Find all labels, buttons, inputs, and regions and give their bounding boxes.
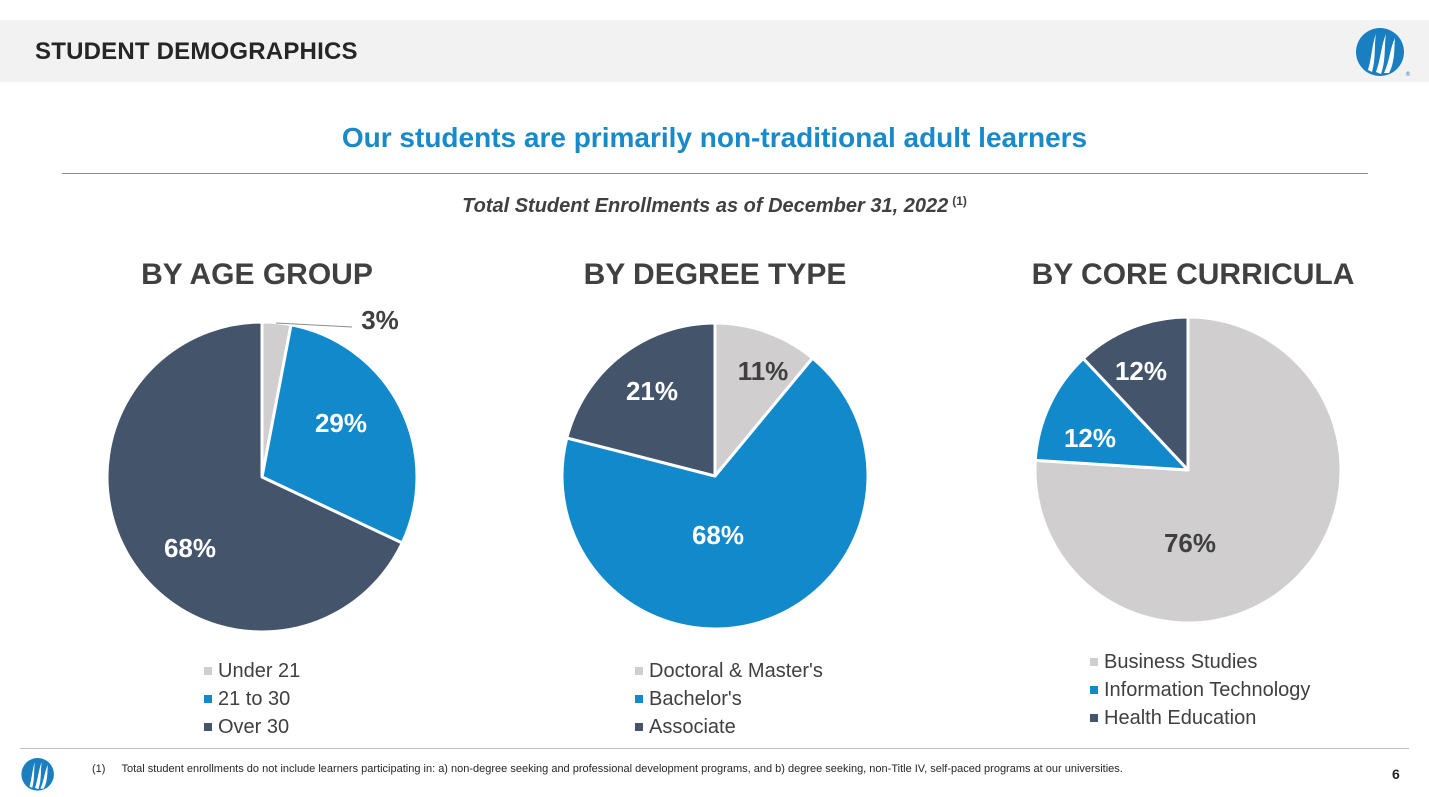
pie-slice [260, 323, 419, 545]
footnote-text: Total student enrollments do not include… [121, 763, 1123, 775]
pie-slice [565, 321, 717, 478]
footnote: (1) Total student enrollments do not incl… [92, 763, 1123, 775]
chart-title-curricula: BY CORE CURRICULA [1031, 258, 1355, 291]
footnote-number: (1) [92, 763, 106, 775]
legend-degree-type: Doctoral & Master's Bachelor's Associate [635, 657, 823, 741]
legend-age-group: Under 21 21 to 30 Over 30 [204, 657, 300, 741]
legend-item: Business Studies [1090, 648, 1310, 676]
legend-swatch [204, 667, 212, 675]
subtitle-text: Total Student Enrollments as of December… [462, 195, 949, 217]
data-label: 76% [1164, 528, 1216, 558]
pie-slice [105, 320, 404, 634]
footer-divider [20, 748, 1409, 749]
legend-core-curricula: Business Studies Information Technology … [1090, 648, 1310, 732]
chart-title-age: BY AGE GROUP [141, 258, 373, 291]
divider [62, 173, 1368, 174]
chart-title-degree: BY DEGREE TYPE [583, 258, 847, 291]
page-number: 6 [1392, 766, 1400, 782]
pie-slice [1033, 356, 1190, 472]
legend-label: Bachelor's [649, 687, 742, 710]
pie-slice [713, 321, 815, 478]
chart-subtitle: Total Student Enrollments as of December… [0, 194, 1429, 218]
legend-swatch [635, 723, 643, 731]
legend-swatch [1090, 714, 1098, 722]
legend-swatch [204, 695, 212, 703]
legend-swatch [1090, 686, 1098, 694]
legend-swatch [1090, 658, 1098, 666]
legend-item: Associate [635, 713, 823, 741]
page-title: STUDENT DEMOGRAPHICS [35, 38, 358, 65]
legend-label: Information Technology [1104, 678, 1311, 701]
legend-label: Doctoral & Master's [649, 659, 823, 682]
brand-logo-icon [21, 758, 54, 791]
data-label: 12% [1115, 356, 1167, 386]
header-band [0, 20, 1429, 82]
legend-item: Information Technology [1090, 676, 1310, 704]
pie-slice [560, 356, 870, 631]
data-label: 11% [738, 356, 789, 386]
pie-slice [1033, 315, 1343, 625]
legend-label: 21 to 30 [218, 687, 291, 710]
pie-slice [1081, 315, 1190, 472]
legend-swatch [635, 695, 643, 703]
data-label: 29% [315, 408, 367, 438]
data-label: 12% [1064, 423, 1116, 453]
legend-item: Under 21 [204, 657, 300, 685]
data-label: 3% [361, 305, 399, 335]
legend-item: Doctoral & Master's [635, 657, 823, 685]
legend-label: Associate [649, 715, 736, 738]
data-label: 21% [626, 376, 678, 406]
svg-text:®: ® [1405, 71, 1410, 78]
subtitle-note-ref: (1) [952, 194, 967, 208]
leader-line [275, 322, 353, 328]
legend-label: Under 21 [218, 659, 301, 682]
data-label: 68% [164, 533, 216, 563]
legend-swatch [204, 723, 212, 731]
brand-logo-icon: ® [1356, 28, 1410, 78]
legend-item: Bachelor's [635, 685, 823, 713]
legend-item: Over 30 [204, 713, 300, 741]
legend-label: Business Studies [1104, 650, 1258, 673]
data-label: 68% [692, 520, 744, 550]
legend-item: 21 to 30 [204, 685, 300, 713]
legend-swatch [635, 667, 643, 675]
headline: Our students are primarily non-tradition… [341, 122, 1088, 153]
legend-label: Over 30 [218, 715, 290, 738]
legend-label: Health Education [1104, 706, 1257, 729]
legend-item: Health Education [1090, 704, 1310, 732]
